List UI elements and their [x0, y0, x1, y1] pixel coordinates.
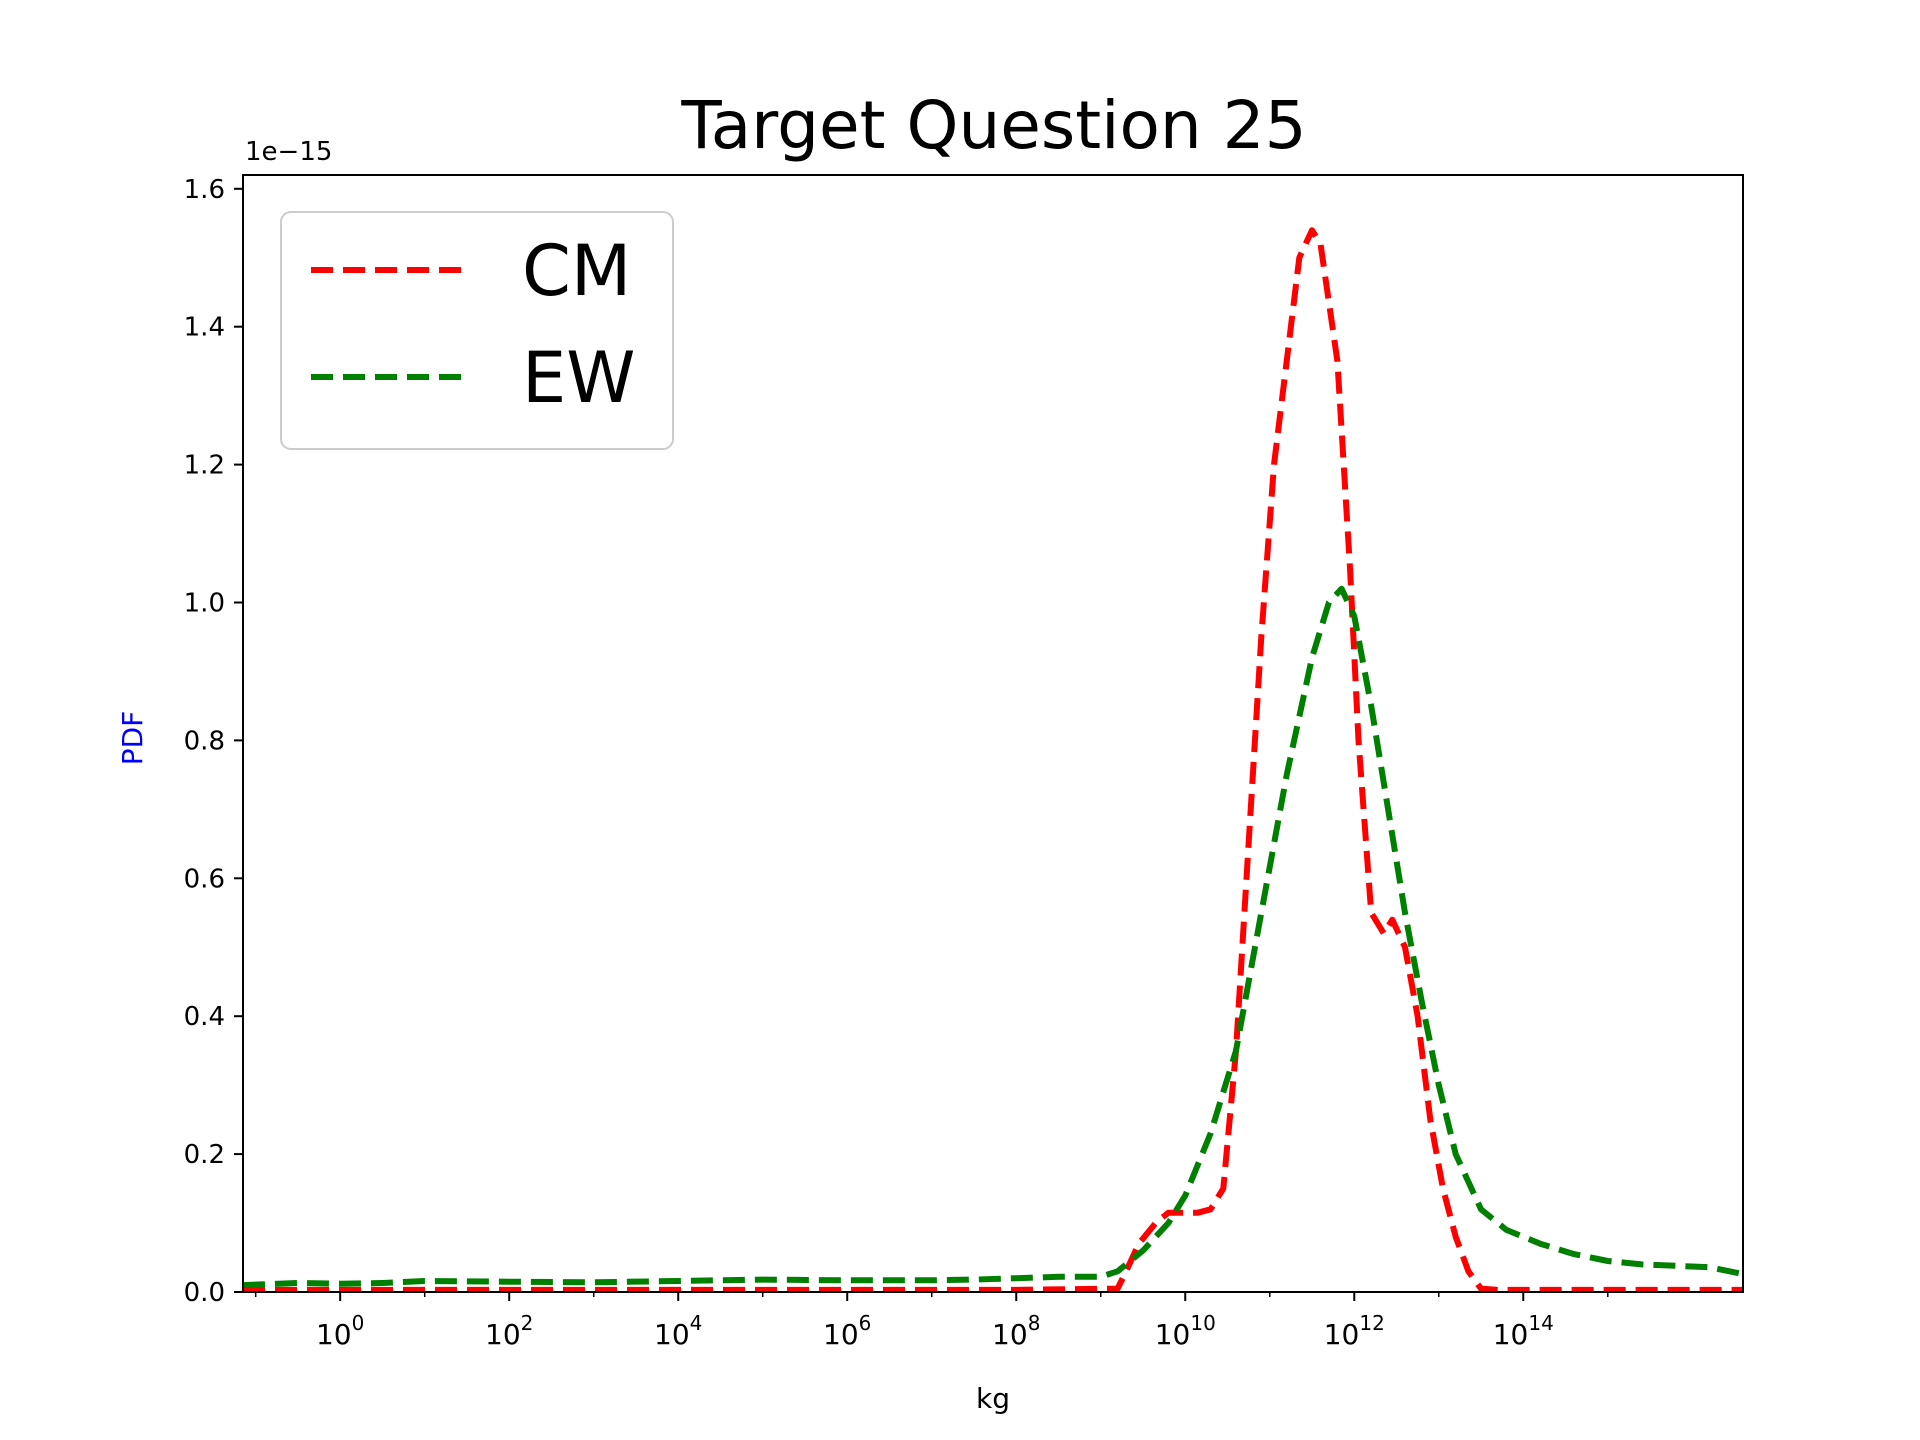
x-axis-label: kg [976, 1382, 1010, 1415]
x-tick-label: 104 [654, 1311, 702, 1351]
plot-frame [242, 174, 1744, 1293]
y-tick-label: 0.4 [184, 1002, 225, 1032]
x-tick-label: 1014 [1493, 1311, 1554, 1351]
x-tick-label: 1010 [1155, 1311, 1216, 1351]
legend-label-cm: CM [522, 230, 631, 312]
y-axis-label: PDF [116, 711, 149, 766]
y-tick-label: 0.6 [184, 864, 225, 894]
series-line-cm [243, 227, 1743, 1293]
y-tick-label: 1.4 [184, 313, 225, 343]
x-tick-label: 106 [823, 1311, 871, 1351]
y-tick-label: 0.2 [184, 1140, 225, 1170]
y-tick-label: 0.0 [184, 1278, 225, 1308]
x-tick-label: 102 [485, 1311, 533, 1351]
y-tick-label: 0.8 [184, 726, 225, 756]
x-tick-label: 108 [992, 1311, 1040, 1351]
x-tick-label: 100 [316, 1311, 364, 1351]
x-axis: 100 102 104 106 108 1010 1012 1014 [254, 1292, 1609, 1351]
y-offset-label: 1e−15 [245, 137, 332, 167]
legend: CM EW [280, 211, 674, 450]
chart-title: Target Question 25 [680, 87, 1306, 164]
x-tick-label: 1012 [1324, 1311, 1385, 1351]
legend-label-ew: EW [522, 337, 635, 419]
y-axis: 0.0 0.2 0.4 0.6 0.8 1.0 1.2 1.4 1.6 [184, 175, 243, 1308]
y-tick-label: 1.2 [184, 451, 225, 481]
series-layer [242, 227, 1744, 1293]
y-tick-label: 1.0 [184, 588, 225, 618]
series-line-ew [242, 585, 1744, 1289]
y-tick-label: 1.6 [184, 175, 225, 205]
